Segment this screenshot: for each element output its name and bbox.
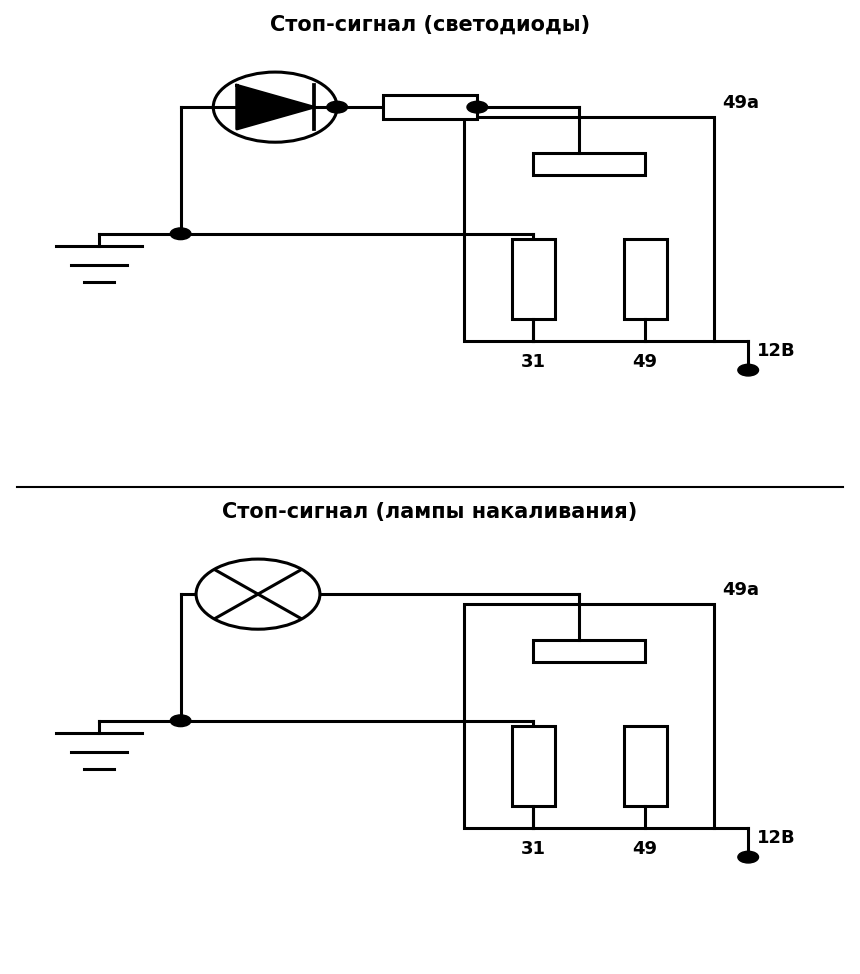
Bar [464,604,714,828]
Bar [383,95,477,119]
Text: 12В: 12В [757,342,796,359]
Circle shape [170,228,191,240]
Text: Стоп-сигнал (лампы накаливания): Стоп-сигнал (лампы накаливания) [223,502,637,522]
Bar [512,726,555,806]
Text: 49а: 49а [722,581,759,599]
Bar [533,641,645,662]
Text: 49: 49 [632,354,658,371]
Circle shape [327,101,347,113]
Bar [512,239,555,319]
Text: 31: 31 [520,354,546,371]
Text: 49: 49 [632,840,658,858]
Bar [624,239,666,319]
Bar [533,153,645,175]
Circle shape [213,72,337,142]
Text: 12В: 12В [757,829,796,846]
Circle shape [738,364,759,376]
Text: Стоп-сигнал (светодиоды): Стоп-сигнал (светодиоды) [270,15,590,35]
Polygon shape [237,86,314,129]
Circle shape [738,851,759,863]
Bar [464,117,714,341]
Circle shape [196,559,320,629]
Text: 49а: 49а [722,94,759,112]
Bar [624,726,666,806]
Text: 31: 31 [520,840,546,858]
Circle shape [170,715,191,727]
Circle shape [467,101,488,113]
